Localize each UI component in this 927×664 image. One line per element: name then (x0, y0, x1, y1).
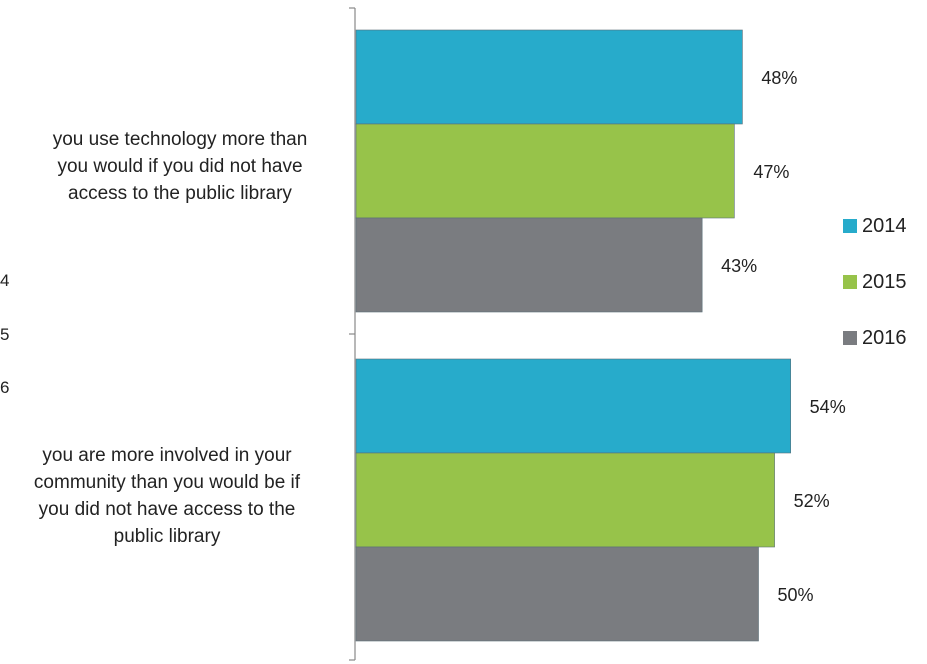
bar-2014-1 (355, 29, 743, 125)
legend-item-2016: 2016 (843, 310, 907, 366)
category-label-technology: you use technology more than you would i… (52, 129, 308, 204)
legend-swatch-2015 (843, 275, 857, 289)
y-axis (349, 7, 356, 661)
legend-item-2015: 2015 (843, 254, 907, 310)
data-label-2015-2: 52% (794, 491, 830, 511)
data-label-2016-2: 50% (777, 585, 813, 605)
data-label-2014-1: 48% (761, 68, 797, 88)
legend-swatch-2014 (843, 219, 857, 233)
legend-label-2014: 2014 (862, 214, 907, 237)
legend-item-2014: 2014 (843, 198, 907, 254)
data-label-2016-1: 43% (721, 256, 757, 276)
legend-label-2016: 2016 (862, 326, 907, 349)
bar-2015-2 (355, 452, 775, 548)
edge-text-2: 5 (0, 325, 10, 344)
bars (355, 29, 792, 642)
category-label-community: you are more involved in your community … (33, 445, 301, 547)
data-labels: 48% 47% 43% 54% 52% 50% (721, 68, 846, 605)
bar-2014-2 (355, 358, 792, 454)
legend-label-2015: 2015 (862, 270, 907, 293)
bar-2016-1 (355, 217, 703, 313)
legend-swatch-2016 (843, 331, 857, 345)
edge-text-1: 4 (0, 271, 10, 290)
data-label-2015-1: 47% (753, 162, 789, 182)
legend: 2014 2015 2016 (843, 198, 907, 366)
data-label-2014-2: 54% (810, 397, 846, 417)
bar-2016-2 (355, 546, 759, 642)
edge-text-3: 6 (0, 378, 10, 397)
bar-2015-1 (355, 123, 735, 219)
